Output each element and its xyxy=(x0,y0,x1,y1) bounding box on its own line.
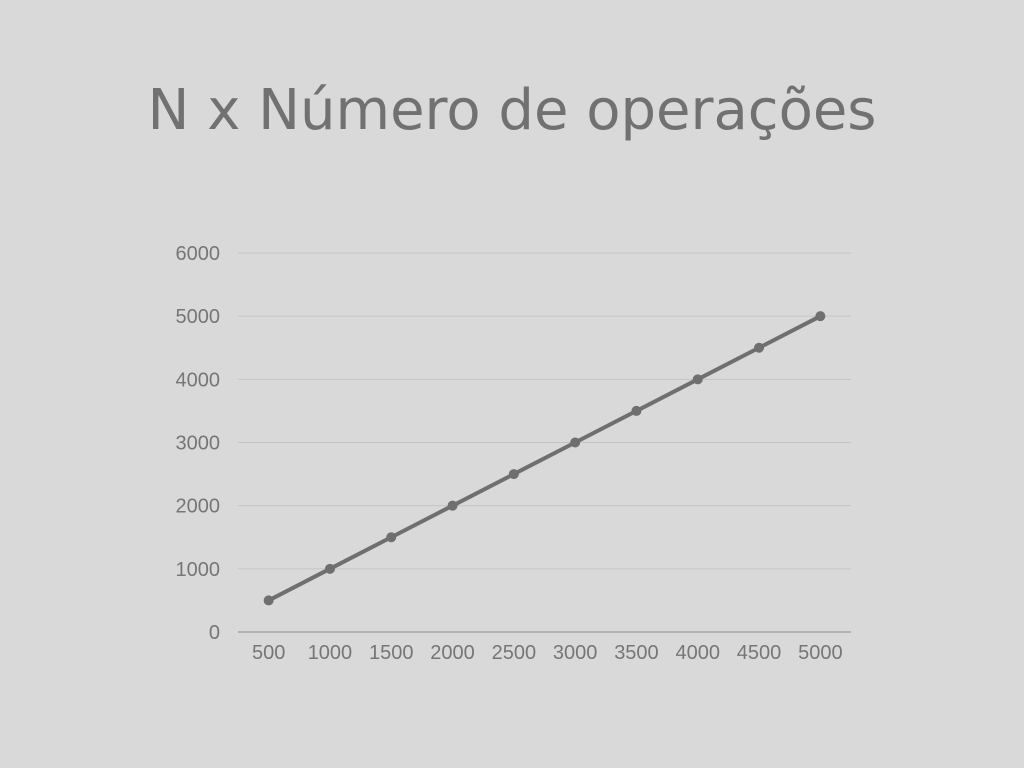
x-tick-label: 500 xyxy=(252,642,285,664)
x-tick-label: 1500 xyxy=(369,642,414,664)
data-point xyxy=(631,406,641,416)
x-tick-label: 2000 xyxy=(430,642,475,664)
data-point xyxy=(693,374,703,384)
y-tick-label: 0 xyxy=(209,622,220,644)
x-tick-label: 1000 xyxy=(308,642,353,664)
x-tick-label: 3000 xyxy=(553,642,598,664)
y-tick-label: 3000 xyxy=(176,433,221,455)
series-line xyxy=(269,316,821,600)
x-tick-label: 4500 xyxy=(737,642,782,664)
x-tick-label: 2500 xyxy=(492,642,537,664)
data-point xyxy=(815,311,825,321)
data-point xyxy=(754,343,764,353)
data-point xyxy=(570,438,580,448)
y-tick-label: 2000 xyxy=(176,496,221,518)
y-tick-label: 6000 xyxy=(176,243,221,265)
x-tick-label: 5000 xyxy=(798,642,843,664)
y-axis: 0 1000 2000 3000 4000 5000 6000 xyxy=(176,243,221,644)
x-axis: 500 1000 1500 2000 2500 3000 3500 4000 4500 5000 xyxy=(238,632,851,664)
data-point xyxy=(448,501,458,511)
x-tick-label: 4000 xyxy=(676,642,721,664)
data-point xyxy=(509,469,519,479)
y-tick-label: 1000 xyxy=(176,559,221,581)
data-point xyxy=(264,595,274,605)
data-point xyxy=(325,564,335,574)
gridlines xyxy=(238,253,851,569)
x-tick-label: 3500 xyxy=(614,642,659,664)
series xyxy=(264,311,826,605)
y-tick-label: 5000 xyxy=(176,306,221,328)
data-point xyxy=(386,532,396,542)
y-tick-label: 4000 xyxy=(176,369,221,391)
